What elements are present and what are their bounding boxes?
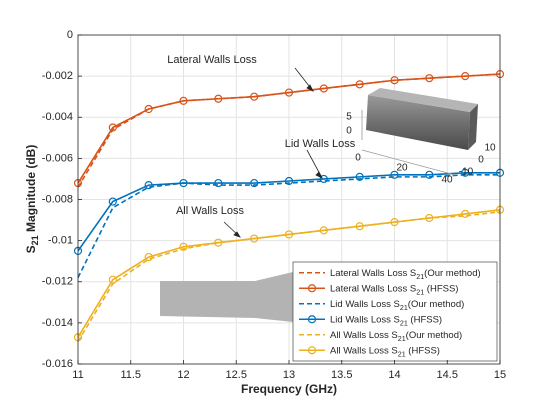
chart: Frequency (GHz) S21 Magnitude (dB) Later… — [0, 0, 554, 408]
inset-tick-label: 0 — [355, 153, 361, 164]
annotation: Lateral Walls Loss — [167, 54, 257, 66]
inset-tick-label: 5 — [346, 112, 352, 123]
y-tick-label: -0.002 — [42, 70, 73, 82]
x-tick-label: 15 — [494, 369, 506, 381]
inset-tick-label: 0 — [478, 155, 484, 166]
x-tick-label: 13.5 — [331, 369, 352, 381]
y-tick-label: 0 — [67, 29, 73, 41]
y-tick-label: -0.008 — [42, 193, 73, 205]
x-tick-label: 13 — [283, 369, 295, 381]
inset-tick-label: 0 — [346, 126, 352, 137]
y-tick-label: -0.012 — [42, 276, 73, 288]
x-axis-label: Frequency (GHz) — [241, 382, 337, 396]
annotation: Lid Walls Loss — [285, 138, 356, 150]
x-tick-label: 14.5 — [437, 369, 458, 381]
y-axis-label: S21 Magnitude (dB) — [24, 145, 40, 254]
legend: Lateral Walls Loss S21(Our method)Latera… — [293, 262, 497, 361]
x-tick-label: 14 — [388, 369, 400, 381]
y-tick-label: -0.014 — [42, 317, 73, 329]
y-tick-label: -0.016 — [42, 358, 73, 370]
inset-tick-label: 10 — [484, 143, 496, 154]
annotation: All Walls Loss — [176, 205, 245, 217]
x-tick-label: 11.5 — [120, 369, 141, 381]
x-tick-label: 12 — [177, 369, 189, 381]
inset-tick-label: 20 — [396, 163, 408, 174]
y-tick-label: -0.01 — [48, 235, 73, 247]
x-tick-label: 11 — [72, 369, 83, 381]
y-tick-label: -0.006 — [42, 152, 73, 164]
inset-tick-label: 40 — [441, 175, 453, 186]
x-tick-label: 12.5 — [226, 369, 247, 381]
y-tick-label: -0.004 — [42, 111, 73, 123]
inset-tick-label: -10 — [459, 167, 474, 178]
